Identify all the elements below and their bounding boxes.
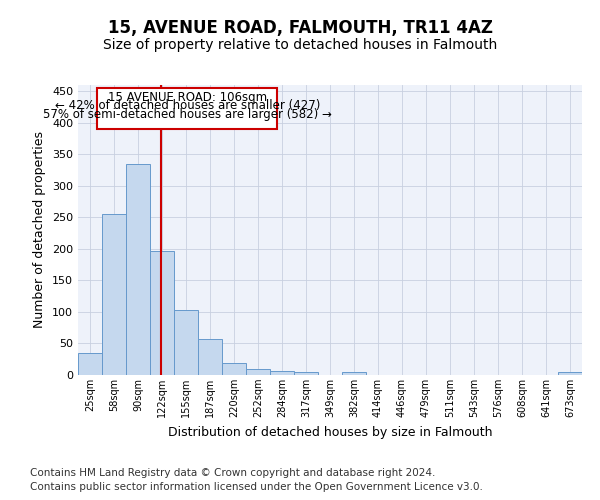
Bar — [78, 353, 102, 375]
Bar — [102, 214, 126, 375]
Bar — [342, 372, 366, 375]
Text: Contains public sector information licensed under the Open Government Licence v3: Contains public sector information licen… — [30, 482, 483, 492]
Text: 15, AVENUE ROAD, FALMOUTH, TR11 4AZ: 15, AVENUE ROAD, FALMOUTH, TR11 4AZ — [107, 18, 493, 36]
Bar — [222, 363, 246, 375]
Y-axis label: Number of detached properties: Number of detached properties — [34, 132, 46, 328]
Text: 15 AVENUE ROAD: 106sqm: 15 AVENUE ROAD: 106sqm — [107, 92, 267, 104]
Bar — [294, 372, 318, 375]
Text: ← 42% of detached houses are smaller (427): ← 42% of detached houses are smaller (42… — [55, 100, 320, 112]
Text: Contains HM Land Registry data © Crown copyright and database right 2024.: Contains HM Land Registry data © Crown c… — [30, 468, 436, 477]
Bar — [198, 339, 222, 375]
Bar — [174, 310, 198, 375]
Bar — [558, 372, 582, 375]
Bar — [246, 368, 270, 375]
Bar — [150, 251, 174, 375]
X-axis label: Distribution of detached houses by size in Falmouth: Distribution of detached houses by size … — [168, 426, 492, 438]
Bar — [270, 371, 294, 375]
FancyBboxPatch shape — [97, 88, 277, 129]
Bar — [126, 164, 150, 375]
Text: Size of property relative to detached houses in Falmouth: Size of property relative to detached ho… — [103, 38, 497, 52]
Text: 57% of semi-detached houses are larger (582) →: 57% of semi-detached houses are larger (… — [43, 108, 332, 120]
